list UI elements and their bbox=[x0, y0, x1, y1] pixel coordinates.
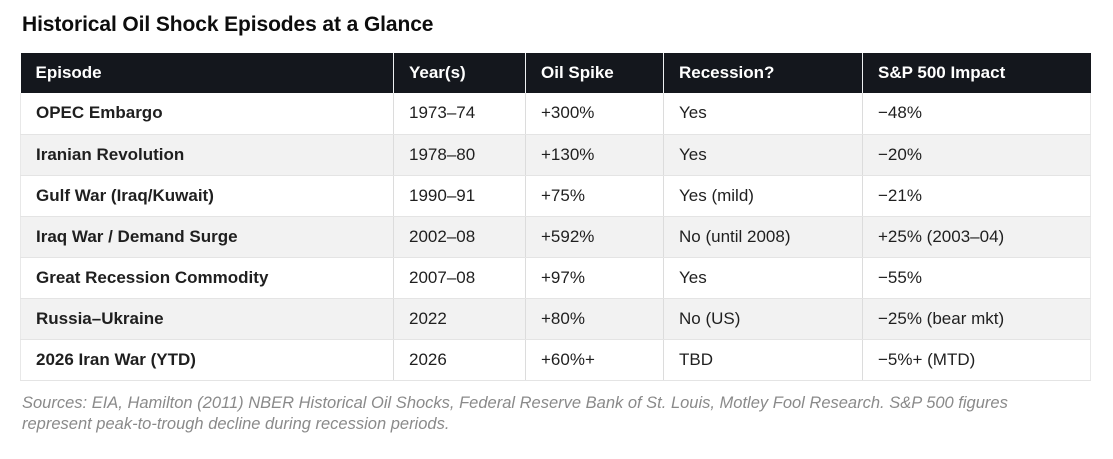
cell-episode: Russia–Ukraine bbox=[20, 298, 394, 340]
cell-episode: Great Recession Commodity bbox=[20, 257, 394, 299]
source-note: Sources: EIA, Hamilton (2011) NBER Histo… bbox=[22, 393, 1008, 434]
table-row: Russia–Ukraine 2022 +80% No (US) −25% (b… bbox=[20, 298, 1091, 340]
cell-sp500-impact: −20% bbox=[862, 134, 1091, 176]
cell-oil-spike: +60%+ bbox=[525, 339, 664, 381]
oil-shock-table: Episode Year(s) Oil Spike Recession? S&P… bbox=[20, 53, 1091, 381]
table-row: Iraq War / Demand Surge 2002–08 +592% No… bbox=[20, 216, 1091, 258]
table-row: Great Recession Commodity 2007–08 +97% Y… bbox=[20, 257, 1091, 299]
cell-years: 2022 bbox=[393, 298, 526, 340]
cell-recession: TBD bbox=[663, 339, 863, 381]
cell-episode: Iraq War / Demand Surge bbox=[20, 216, 394, 258]
table-row: OPEC Embargo 1973–74 +300% Yes −48% bbox=[20, 93, 1091, 135]
table-header: Episode Year(s) Oil Spike Recession? S&P… bbox=[20, 53, 1091, 93]
column-header-years: Year(s) bbox=[393, 53, 526, 93]
cell-recession: Yes bbox=[663, 93, 863, 135]
cell-episode: Iranian Revolution bbox=[20, 134, 394, 176]
cell-oil-spike: +592% bbox=[525, 216, 664, 258]
cell-episode: Gulf War (Iraq/Kuwait) bbox=[20, 175, 394, 217]
cell-recession: No (until 2008) bbox=[663, 216, 863, 258]
page-title: Historical Oil Shock Episodes at a Glanc… bbox=[22, 13, 434, 36]
cell-oil-spike: +75% bbox=[525, 175, 664, 217]
cell-recession: No (US) bbox=[663, 298, 863, 340]
cell-sp500-impact: −25% (bear mkt) bbox=[862, 298, 1091, 340]
cell-years: 2002–08 bbox=[393, 216, 526, 258]
cell-sp500-impact: −21% bbox=[862, 175, 1091, 217]
cell-years: 1973–74 bbox=[393, 93, 526, 135]
cell-sp500-impact: −55% bbox=[862, 257, 1091, 299]
column-header-sp500-impact: S&P 500 Impact bbox=[862, 53, 1091, 93]
cell-episode: OPEC Embargo bbox=[20, 93, 394, 135]
header-row: Episode Year(s) Oil Spike Recession? S&P… bbox=[20, 53, 1091, 93]
cell-sp500-impact: −48% bbox=[862, 93, 1091, 135]
cell-recession: Yes bbox=[663, 257, 863, 299]
table-row: 2026 Iran War (YTD) 2026 +60%+ TBD −5%+ … bbox=[20, 339, 1091, 381]
column-header-oil-spike: Oil Spike bbox=[525, 53, 664, 93]
cell-years: 1990–91 bbox=[393, 175, 526, 217]
cell-years: 2007–08 bbox=[393, 257, 526, 299]
table-row: Iranian Revolution 1978–80 +130% Yes −20… bbox=[20, 134, 1091, 176]
cell-years: 2026 bbox=[393, 339, 526, 381]
cell-sp500-impact: +25% (2003–04) bbox=[862, 216, 1091, 258]
column-header-episode: Episode bbox=[20, 53, 394, 93]
cell-sp500-impact: −5%+ (MTD) bbox=[862, 339, 1091, 381]
cell-oil-spike: +80% bbox=[525, 298, 664, 340]
table-body: OPEC Embargo 1973–74 +300% Yes −48% Iran… bbox=[20, 93, 1091, 381]
cell-years: 1978–80 bbox=[393, 134, 526, 176]
page: Historical Oil Shock Episodes at a Glanc… bbox=[20, 13, 1091, 434]
cell-recession: Yes bbox=[663, 134, 863, 176]
cell-oil-spike: +130% bbox=[525, 134, 664, 176]
table-row: Gulf War (Iraq/Kuwait) 1990–91 +75% Yes … bbox=[20, 175, 1091, 217]
cell-recession: Yes (mild) bbox=[663, 175, 863, 217]
cell-episode: 2026 Iran War (YTD) bbox=[20, 339, 394, 381]
cell-oil-spike: +97% bbox=[525, 257, 664, 299]
cell-oil-spike: +300% bbox=[525, 93, 664, 135]
column-header-recession: Recession? bbox=[663, 53, 863, 93]
